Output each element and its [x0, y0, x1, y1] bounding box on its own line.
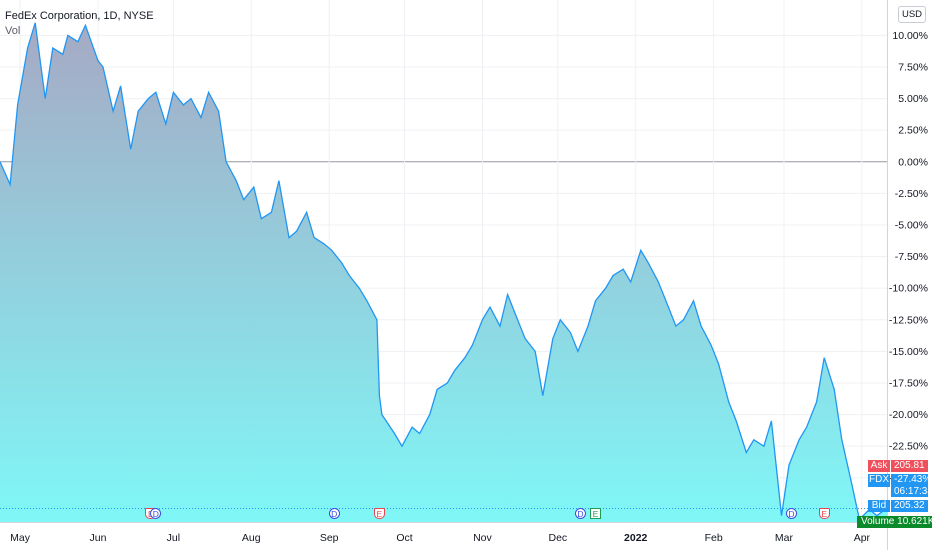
y-tick-label: 10.00% [892, 30, 928, 42]
volume-label-text: Volume [861, 516, 895, 527]
ask-label: Ask [868, 460, 890, 472]
bid-label: Bid [868, 500, 890, 512]
volume-value-label: Volume 10.621K [857, 516, 932, 528]
symbol-title[interactable]: FedEx Corporation, 1D, NYSE [5, 10, 154, 22]
series-area-fill [0, 22, 887, 523]
series-line [0, 22, 888, 521]
x-tick-label: Apr [854, 532, 871, 544]
symbol-change-box: -27.43% 06:17:34 [891, 474, 932, 497]
split-event-marker[interactable]: E [590, 508, 601, 519]
y-tick-label: -10.00% [889, 283, 928, 295]
chart-legend: FedEx Corporation, 1D, NYSE Vol [5, 9, 154, 39]
y-tick-label: -15.00% [889, 346, 928, 358]
dividend-event-marker[interactable]: D [150, 508, 162, 519]
y-tick-label: 7.50% [898, 61, 928, 73]
y-tick-label: 0.00% [898, 156, 928, 168]
y-tick-label: -20.00% [889, 409, 928, 421]
x-tick-label: Feb [705, 532, 723, 544]
y-tick-label: -22.50% [889, 441, 928, 453]
area-layer [0, 22, 887, 523]
y-tick-label: -17.50% [889, 377, 928, 389]
x-tick-label: Sep [320, 532, 339, 544]
y-tick-label: 2.50% [898, 125, 928, 137]
x-tick-label: Jul [167, 532, 180, 544]
x-tick-label: Mar [775, 532, 794, 544]
x-tick-label: Jun [90, 532, 107, 544]
x-tick-label: Nov [473, 532, 492, 544]
y-tick-label: -12.50% [889, 314, 928, 326]
earnings-event-marker[interactable]: E [818, 508, 830, 519]
y-tick-label: -2.50% [895, 188, 928, 200]
y-tick-label: -7.50% [895, 251, 928, 263]
dividend-event-marker[interactable]: D [786, 508, 797, 519]
currency-button[interactable]: USD [898, 6, 926, 23]
x-tick-label: Aug [242, 532, 261, 544]
y-tick-label: 5.00% [898, 93, 928, 105]
x-tick-label: Oct [396, 532, 412, 544]
dividend-event-marker[interactable]: D [574, 508, 586, 519]
earnings-event-marker[interactable]: E [373, 508, 385, 519]
symbol-label: FDX [868, 474, 890, 487]
ask-value: 205.81 [891, 460, 928, 472]
symbol-change: -27.43% [894, 474, 932, 485]
bid-value: 205.32 [891, 500, 928, 512]
volume-indicator-label[interactable]: Vol [5, 25, 21, 37]
dividend-event-marker[interactable]: D [328, 508, 340, 519]
volume-value-text: 10.621K [897, 516, 932, 527]
x-tick-label: May [10, 532, 31, 544]
x-tick-label: 2022 [624, 532, 648, 544]
y-tick-label: -5.00% [895, 219, 928, 231]
bar-countdown: 06:17:34 [894, 486, 932, 497]
x-tick-label: Dec [548, 532, 567, 544]
